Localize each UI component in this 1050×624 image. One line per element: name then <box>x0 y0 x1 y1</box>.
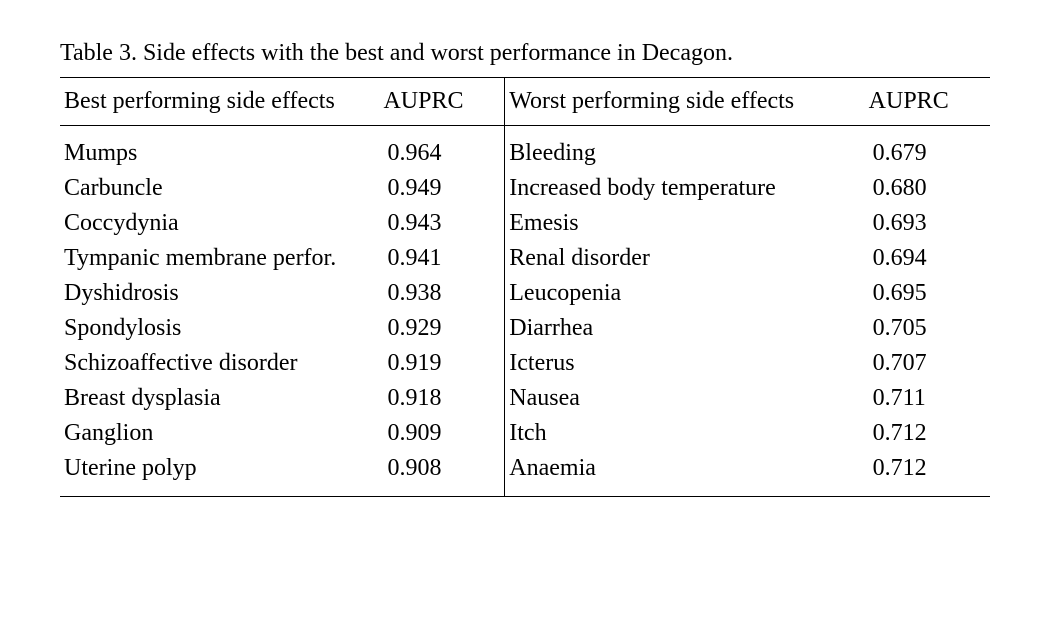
best-auprc-cell: 0.943 <box>383 206 504 241</box>
table-row: Coccydynia0.943Emesis0.693 <box>60 206 990 241</box>
best-effect-cell: Dyshidrosis <box>60 276 383 311</box>
best-effect-cell: Coccydynia <box>60 206 383 241</box>
best-auprc-cell: 0.909 <box>383 416 504 451</box>
worst-auprc-cell: 0.705 <box>869 311 990 346</box>
worst-effect-cell: Increased body temperature <box>505 171 869 206</box>
worst-effect-cell: Leucopenia <box>505 276 869 311</box>
table-row: Ganglion0.909Itch0.712 <box>60 416 990 451</box>
worst-effect-cell: Anaemia <box>505 451 869 497</box>
worst-effect-cell: Bleeding <box>505 126 869 172</box>
best-effect-cell: Carbuncle <box>60 171 383 206</box>
worst-effect-cell: Emesis <box>505 206 869 241</box>
table-caption: Table 3. Side effects with the best and … <box>60 40 990 67</box>
table-container: Table 3. Side effects with the best and … <box>60 40 990 497</box>
table-header-row: Best performing side effects AUPRC Worst… <box>60 78 990 126</box>
best-auprc-cell: 0.929 <box>383 311 504 346</box>
best-auprc-cell: 0.941 <box>383 241 504 276</box>
table-row: Uterine polyp0.908Anaemia0.712 <box>60 451 990 497</box>
table-row: Spondylosis0.929Diarrhea0.705 <box>60 311 990 346</box>
best-effect-cell: Uterine polyp <box>60 451 383 497</box>
worst-effect-cell: Nausea <box>505 381 869 416</box>
worst-auprc-cell: 0.680 <box>869 171 990 206</box>
best-effect-cell: Ganglion <box>60 416 383 451</box>
best-auprc-cell: 0.964 <box>383 126 504 172</box>
best-effect-cell: Spondylosis <box>60 311 383 346</box>
header-best-effects: Best performing side effects <box>60 78 383 126</box>
best-auprc-cell: 0.938 <box>383 276 504 311</box>
worst-auprc-cell: 0.693 <box>869 206 990 241</box>
side-effects-table: Best performing side effects AUPRC Worst… <box>60 77 990 497</box>
best-auprc-cell: 0.918 <box>383 381 504 416</box>
worst-auprc-cell: 0.694 <box>869 241 990 276</box>
table-body: Mumps0.964Bleeding0.679Carbuncle0.949Inc… <box>60 126 990 497</box>
worst-auprc-cell: 0.712 <box>869 451 990 497</box>
worst-auprc-cell: 0.679 <box>869 126 990 172</box>
worst-effect-cell: Renal disorder <box>505 241 869 276</box>
table-row: Breast dysplasia0.918Nausea0.711 <box>60 381 990 416</box>
worst-auprc-cell: 0.695 <box>869 276 990 311</box>
header-worst-auprc: AUPRC <box>869 78 990 126</box>
best-auprc-cell: 0.919 <box>383 346 504 381</box>
worst-effect-cell: Icterus <box>505 346 869 381</box>
table-row: Dyshidrosis0.938Leucopenia0.695 <box>60 276 990 311</box>
best-auprc-cell: 0.908 <box>383 451 504 497</box>
table-row: Mumps0.964Bleeding0.679 <box>60 126 990 172</box>
worst-effect-cell: Itch <box>505 416 869 451</box>
worst-auprc-cell: 0.707 <box>869 346 990 381</box>
best-effect-cell: Tympanic membrane perfor. <box>60 241 383 276</box>
best-effect-cell: Breast dysplasia <box>60 381 383 416</box>
best-auprc-cell: 0.949 <box>383 171 504 206</box>
table-row: Tympanic membrane perfor.0.941Renal diso… <box>60 241 990 276</box>
worst-auprc-cell: 0.712 <box>869 416 990 451</box>
table-row: Carbuncle0.949Increased body temperature… <box>60 171 990 206</box>
header-worst-effects: Worst performing side effects <box>505 78 869 126</box>
best-effect-cell: Schizoaffective disorder <box>60 346 383 381</box>
worst-auprc-cell: 0.711 <box>869 381 990 416</box>
header-best-auprc: AUPRC <box>383 78 504 126</box>
worst-effect-cell: Diarrhea <box>505 311 869 346</box>
table-row: Schizoaffective disorder0.919Icterus0.70… <box>60 346 990 381</box>
best-effect-cell: Mumps <box>60 126 383 172</box>
